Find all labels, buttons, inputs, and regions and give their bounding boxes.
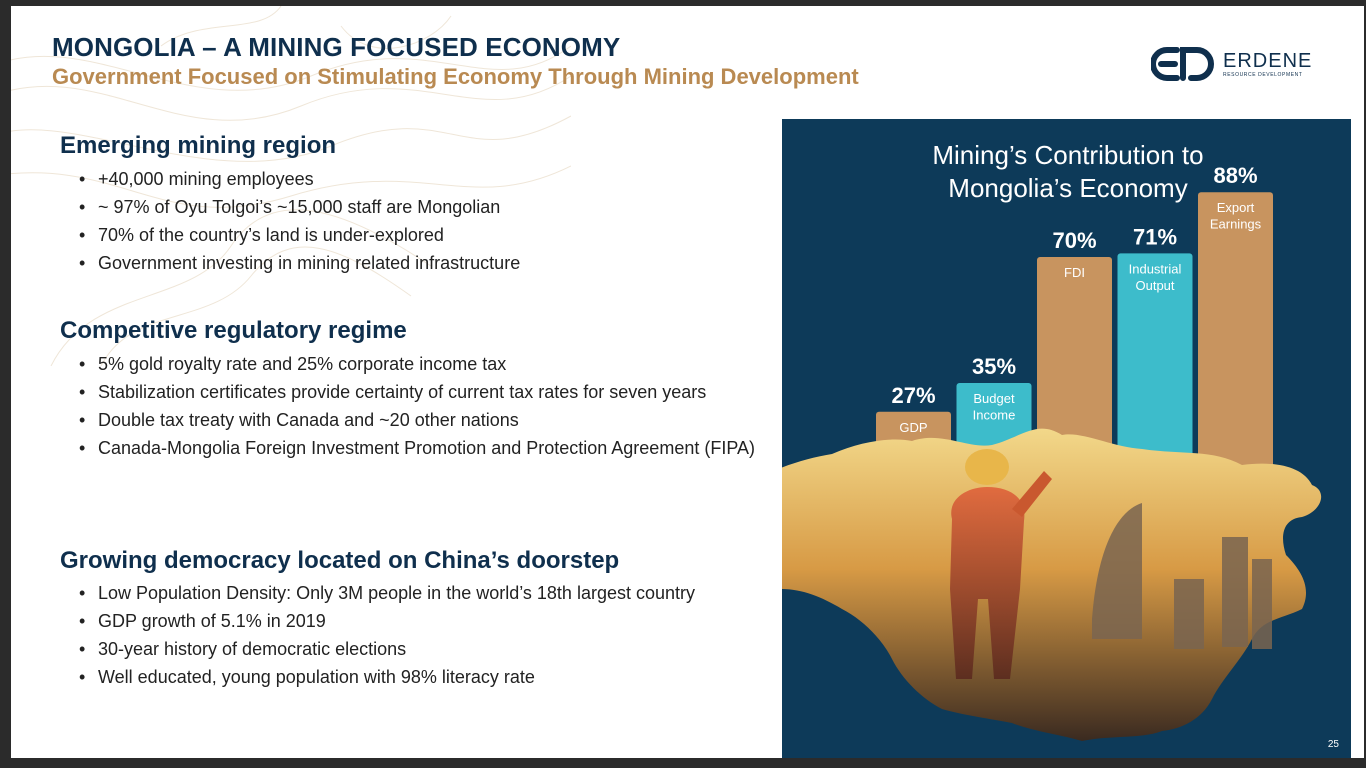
bullet-list-mining-region: +40,000 mining employees ~ 97% of Oyu To… [79,169,758,281]
chart-title: Mining’s Contribution to Mongolia’s Econ… [782,139,1351,205]
section-heading-regulatory: Competitive regulatory regime [60,317,407,344]
value-label: 27% [891,383,935,408]
value-label: 88% [1213,163,1257,188]
page-title: MONGOLIA – A MINING FOCUSED ECONOMY [52,32,621,62]
bullet-list-regulatory: 5% gold royalty rate and 25% corporate i… [79,354,758,466]
section-heading-mining-region: Emerging mining region [60,132,337,159]
bar-industrial-output [1117,253,1193,509]
bullet-item: Low Population Density: Only 3M people i… [79,583,758,604]
category-label: Industrial Output [1129,261,1182,293]
topographic-background [11,6,571,366]
bullet-item: Double tax treaty with Canada and ~20 ot… [79,410,758,431]
value-label: 70% [1052,228,1096,253]
mongolia-map-silhouette [782,428,1322,741]
bullet-item: GDP growth of 5.1% in 2019 [79,611,758,632]
category-label: Budget Income [973,391,1016,423]
section-heading-democracy: Growing democracy located on China’s doo… [60,547,620,574]
logo-wordmark: ERDENE [1223,50,1313,72]
erdene-logo-icon [1151,47,1214,81]
value-label: 35% [972,354,1016,379]
slide: MONGOLIA – A MINING FOCUSED ECONOMY Gove… [11,6,1364,758]
bullet-item: 30-year history of democratic elections [79,639,758,660]
bullet-item: Stabilization certificates provide certa… [79,382,758,403]
page-number: 25 [1327,739,1339,750]
logo-tagline: RESOURCE DEVELOPMENT [1223,72,1303,78]
chart-title-line: Mining’s Contribution to [932,140,1204,170]
bullet-item: +40,000 mining employees [79,169,758,190]
bullet-item: 5% gold royalty rate and 25% corporate i… [79,354,758,375]
chart-title-line: Mongolia’s Economy [948,173,1188,203]
bullet-item: 70% of the country’s land is under-explo… [79,225,758,246]
bar-export-earnings [1198,192,1273,509]
bullet-item: Well educated, young population with 98%… [79,667,758,688]
category-label: Export Earnings [1210,200,1262,232]
city-skyline [1092,503,1272,649]
miner-silhouette [950,449,1052,679]
bullet-item: ~ 97% of Oyu Tolgoi’s ~15,000 staff are … [79,197,758,218]
value-label: 71% [1133,224,1177,249]
category-label: FDI [1064,265,1085,280]
page-subtitle: Government Focused on Stimulating Econom… [52,64,859,89]
category-label: GDP [899,420,927,435]
bullet-item: Government investing in mining related i… [79,253,758,274]
mining-contribution-chart: 27% GDP 35% Budget Income 70% FDI 71% Industrial… [782,163,1322,741]
bullet-list-democracy: Low Population Density: Only 3M people i… [79,583,758,695]
chart-panel: Mining’s Contribution to Mongolia’s Econ… [782,119,1351,758]
bullet-item: Canada-Mongolia Foreign Investment Promo… [79,438,758,459]
